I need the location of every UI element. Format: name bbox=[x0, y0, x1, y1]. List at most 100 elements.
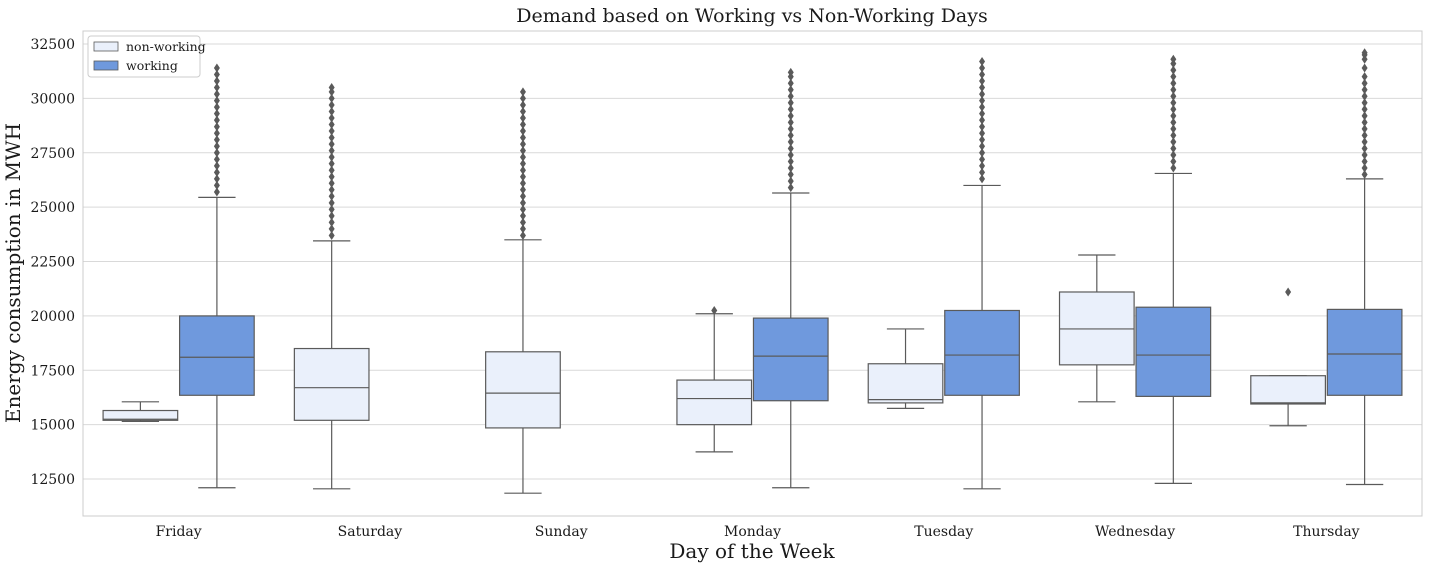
legend-swatch-working bbox=[93, 60, 119, 71]
outlier-point bbox=[213, 167, 220, 177]
outlier-point bbox=[519, 211, 526, 221]
outlier-point bbox=[979, 69, 986, 79]
outlier-point bbox=[519, 165, 526, 175]
box-iqr bbox=[676, 379, 753, 426]
box-working-monday bbox=[752, 67, 829, 489]
outlier-point bbox=[328, 93, 335, 103]
box-iqr bbox=[867, 363, 944, 404]
y-tick-labels: 12500 15000 17500 20000 22500 25000 27500 30000… bbox=[30, 37, 75, 488]
outlier-point bbox=[519, 106, 526, 116]
outlier-point bbox=[787, 67, 794, 77]
outlier-point bbox=[328, 139, 335, 149]
outlier-point bbox=[328, 172, 335, 182]
outlier-point bbox=[979, 102, 986, 112]
outlier-point bbox=[328, 106, 335, 116]
outlier-point bbox=[213, 180, 220, 190]
outlier-point bbox=[787, 98, 794, 108]
outlier-point bbox=[979, 141, 986, 151]
outlier-point bbox=[1170, 78, 1177, 88]
outlier-point bbox=[328, 191, 335, 201]
outlier-point bbox=[1361, 137, 1368, 147]
outlier-point bbox=[519, 204, 526, 214]
box-iqr bbox=[1250, 375, 1327, 405]
outlier-point bbox=[213, 109, 220, 119]
y-tick-label: 25000 bbox=[30, 200, 75, 216]
outlier-point bbox=[1170, 65, 1177, 75]
outlier-point bbox=[519, 139, 526, 149]
outlier-point bbox=[328, 230, 335, 240]
outlier-point bbox=[1170, 85, 1177, 95]
outlier-point bbox=[328, 204, 335, 214]
outlier-point bbox=[328, 198, 335, 208]
box-iqr bbox=[293, 347, 370, 421]
outlier-point bbox=[1170, 150, 1177, 160]
box-iqr bbox=[1135, 306, 1212, 397]
legend: non-working working bbox=[87, 35, 206, 78]
outlier-point bbox=[213, 102, 220, 112]
outlier-point bbox=[519, 120, 526, 130]
outlier-point bbox=[979, 148, 986, 158]
outlier-point bbox=[519, 93, 526, 103]
outlier-point bbox=[1361, 63, 1368, 73]
outlier-point bbox=[519, 172, 526, 182]
outlier-point bbox=[213, 141, 220, 151]
outlier-point bbox=[1170, 98, 1177, 108]
outlier-point bbox=[979, 167, 986, 177]
outlier-point bbox=[1361, 98, 1368, 108]
outlier-point bbox=[1361, 48, 1368, 58]
outlier-point bbox=[1170, 54, 1177, 64]
outlier-point bbox=[979, 76, 986, 86]
outlier-point bbox=[979, 89, 986, 99]
outlier-point bbox=[1170, 137, 1177, 147]
y-tick-label: 32500 bbox=[30, 37, 75, 53]
outlier-point bbox=[213, 76, 220, 86]
outlier-point bbox=[328, 100, 335, 110]
outlier-point bbox=[519, 217, 526, 227]
outlier-point bbox=[787, 104, 794, 114]
outlier-point bbox=[1170, 91, 1177, 101]
outlier-point bbox=[1361, 130, 1368, 140]
legend-label-non-working: non-working bbox=[126, 39, 206, 54]
outlier-point bbox=[787, 137, 794, 147]
outlier-point bbox=[1170, 163, 1177, 173]
outlier-point bbox=[328, 126, 335, 136]
outlier-point bbox=[979, 63, 986, 73]
legend-swatch-non-working bbox=[93, 41, 119, 52]
outlier-point bbox=[979, 115, 986, 125]
outlier-point bbox=[1361, 156, 1368, 166]
outlier-point bbox=[213, 96, 220, 106]
outlier-point bbox=[328, 159, 335, 169]
x-tick-label: Tuesday bbox=[914, 524, 973, 540]
outlier-point bbox=[328, 185, 335, 195]
outlier-point bbox=[979, 135, 986, 145]
outlier-point bbox=[328, 152, 335, 162]
outlier-point bbox=[519, 198, 526, 208]
outlier-point bbox=[787, 111, 794, 121]
outlier-point bbox=[979, 122, 986, 132]
outlier-point bbox=[1361, 143, 1368, 153]
box-non-working-friday bbox=[102, 401, 179, 422]
grid-layer bbox=[83, 43, 1422, 480]
box-non-working-sunday bbox=[485, 87, 561, 494]
outlier-point bbox=[787, 130, 794, 140]
y-tick-label: 15000 bbox=[30, 418, 75, 434]
outlier-point bbox=[1361, 124, 1368, 134]
box-iqr bbox=[178, 315, 255, 396]
box-iqr bbox=[1326, 308, 1403, 396]
x-axis-title: Day of the Week bbox=[669, 539, 835, 563]
y-tick-label: 20000 bbox=[30, 309, 75, 325]
y-axis-title: Energy consumption in MWH bbox=[1, 123, 25, 423]
outlier-point bbox=[519, 126, 526, 136]
outlier-point bbox=[787, 183, 794, 193]
outlier-point bbox=[787, 150, 794, 160]
outlier-point bbox=[213, 122, 220, 132]
box-iqr bbox=[944, 309, 1020, 396]
outlier-point bbox=[787, 170, 794, 180]
outlier-point bbox=[213, 148, 220, 158]
box-non-working-monday bbox=[676, 305, 753, 453]
x-tick-label: Thursday bbox=[1293, 524, 1360, 540]
outlier-point bbox=[787, 143, 794, 153]
outlier-point bbox=[1170, 156, 1177, 166]
y-tick-label: 17500 bbox=[30, 363, 75, 379]
outlier-point bbox=[979, 128, 986, 138]
